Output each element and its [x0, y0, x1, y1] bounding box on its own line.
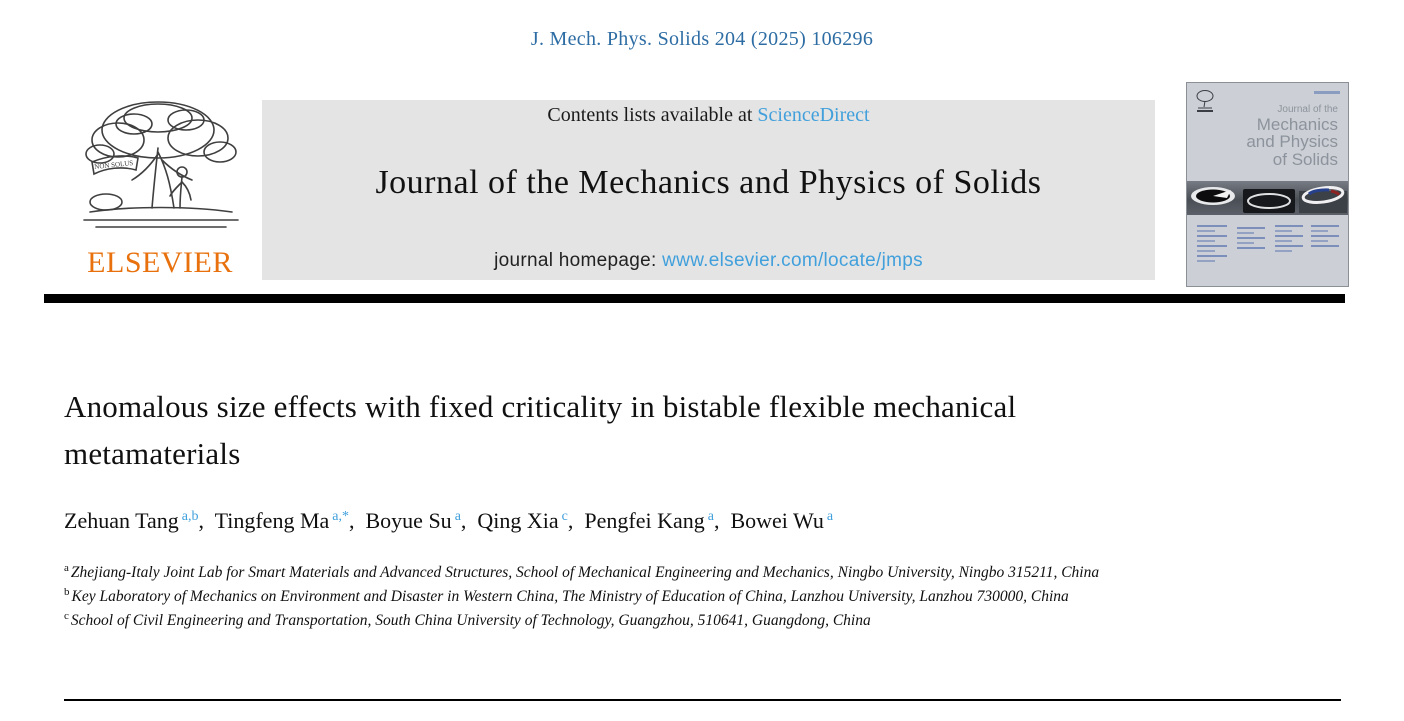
- author-affiliation-sup: a,*: [332, 508, 349, 524]
- article-title: Anomalous size effects with fixed critic…: [64, 389, 1017, 471]
- affiliation: c School of Civil Engineering and Transpo…: [64, 609, 1182, 633]
- author-separator: ,: [349, 508, 360, 533]
- cover-title-line: Mechanics: [1256, 114, 1338, 134]
- affiliation-sup: a: [64, 561, 69, 574]
- cover-journal-title: Journal of the Mechanics and Physics of …: [1246, 104, 1338, 170]
- author-separator: ,: [460, 508, 472, 533]
- author-name[interactable]: Qing Xia: [477, 508, 559, 533]
- elsevier-logo-block: NON SOLUS ELSEVIER: [60, 96, 260, 282]
- cover-title-line: and Physics: [1246, 132, 1338, 152]
- cover-title-line: Journal of the: [1277, 104, 1338, 115]
- contents-line: Contents lists available at ScienceDirec…: [262, 104, 1155, 127]
- affiliation: a Zhejiang-Italy Joint Lab for Smart Mate…: [64, 561, 1182, 585]
- author-affiliation-sup: c: [561, 508, 568, 524]
- author-affiliation-sup: a: [454, 508, 461, 524]
- cover-title-line: of Solids: [1272, 150, 1338, 170]
- cover-image-band: [1187, 181, 1348, 215]
- cover-elsevier-mini-logo: [1196, 90, 1214, 112]
- homepage-line: journal homepage: www.elsevier.com/locat…: [262, 250, 1155, 272]
- cover-editors-text-placeholder: [1197, 225, 1340, 279]
- affiliation-text: Zhejiang-Italy Joint Lab for Smart Mater…: [70, 564, 1100, 581]
- author-name[interactable]: Boyue Su: [365, 508, 452, 533]
- affiliation-list: a Zhejiang-Italy Joint Lab for Smart Mate…: [64, 561, 1182, 633]
- author: Pengfei Kang a,: [584, 508, 725, 533]
- journal-banner: Contents lists available at ScienceDirec…: [262, 100, 1155, 280]
- author-affiliation-sup: a,b: [181, 508, 199, 524]
- journal-homepage-link[interactable]: www.elsevier.com/locate/jmps: [662, 250, 923, 271]
- section-divider-rule: [64, 699, 1341, 701]
- affiliation-text: School of Civil Engineering and Transpor…: [70, 612, 871, 629]
- sciencedirect-link[interactable]: ScienceDirect: [757, 104, 870, 126]
- author: Qing Xia c,: [477, 508, 578, 533]
- cover-volume-text-placeholder: [1314, 91, 1340, 94]
- homepage-prefix: journal homepage:: [494, 250, 663, 271]
- author-list: Zehuan Tang a,b, Tingfeng Ma a,*, Boyue Su…: [64, 508, 1184, 534]
- elsevier-wordmark: ELSEVIER: [87, 246, 233, 279]
- journal-title: Journal of the Mechanics and Physics of …: [375, 164, 1042, 201]
- author-name[interactable]: Bowei Wu: [730, 508, 824, 533]
- journal-citation-link[interactable]: J. Mech. Phys. Solids 204 (2025) 106296: [530, 28, 874, 50]
- author: Boyue Su a,: [366, 508, 472, 533]
- affiliation-sup: b: [64, 585, 70, 598]
- author-name[interactable]: Pengfei Kang: [584, 508, 705, 533]
- author-name[interactable]: Zehuan Tang: [64, 508, 179, 533]
- journal-cover-thumbnail[interactable]: Journal of the Mechanics and Physics of …: [1186, 82, 1349, 287]
- contents-prefix: Contents lists available at: [547, 104, 758, 126]
- author: Zehuan Tang a,b,: [64, 508, 209, 533]
- author-separator: ,: [567, 508, 579, 533]
- author-name[interactable]: Tingfeng Ma: [214, 508, 330, 533]
- affiliation-sup: c: [64, 609, 69, 622]
- elsevier-tree-logo: NON SOLUS: [83, 101, 239, 228]
- affiliation: b Key Laboratory of Mechanics on Environm…: [64, 585, 1182, 609]
- author: Bowei Wu a: [730, 508, 833, 533]
- author-separator: ,: [198, 508, 210, 533]
- elsevier-motto: NON SOLUS: [94, 159, 134, 171]
- author-separator: ,: [713, 508, 725, 533]
- author-affiliation-sup: a: [707, 508, 714, 524]
- affiliation-text: Key Laboratory of Mechanics on Environme…: [71, 588, 1069, 605]
- author: Tingfeng Ma a,*,: [215, 508, 360, 533]
- author-affiliation-sup: a: [826, 508, 834, 524]
- header-divider-bar: [44, 294, 1345, 303]
